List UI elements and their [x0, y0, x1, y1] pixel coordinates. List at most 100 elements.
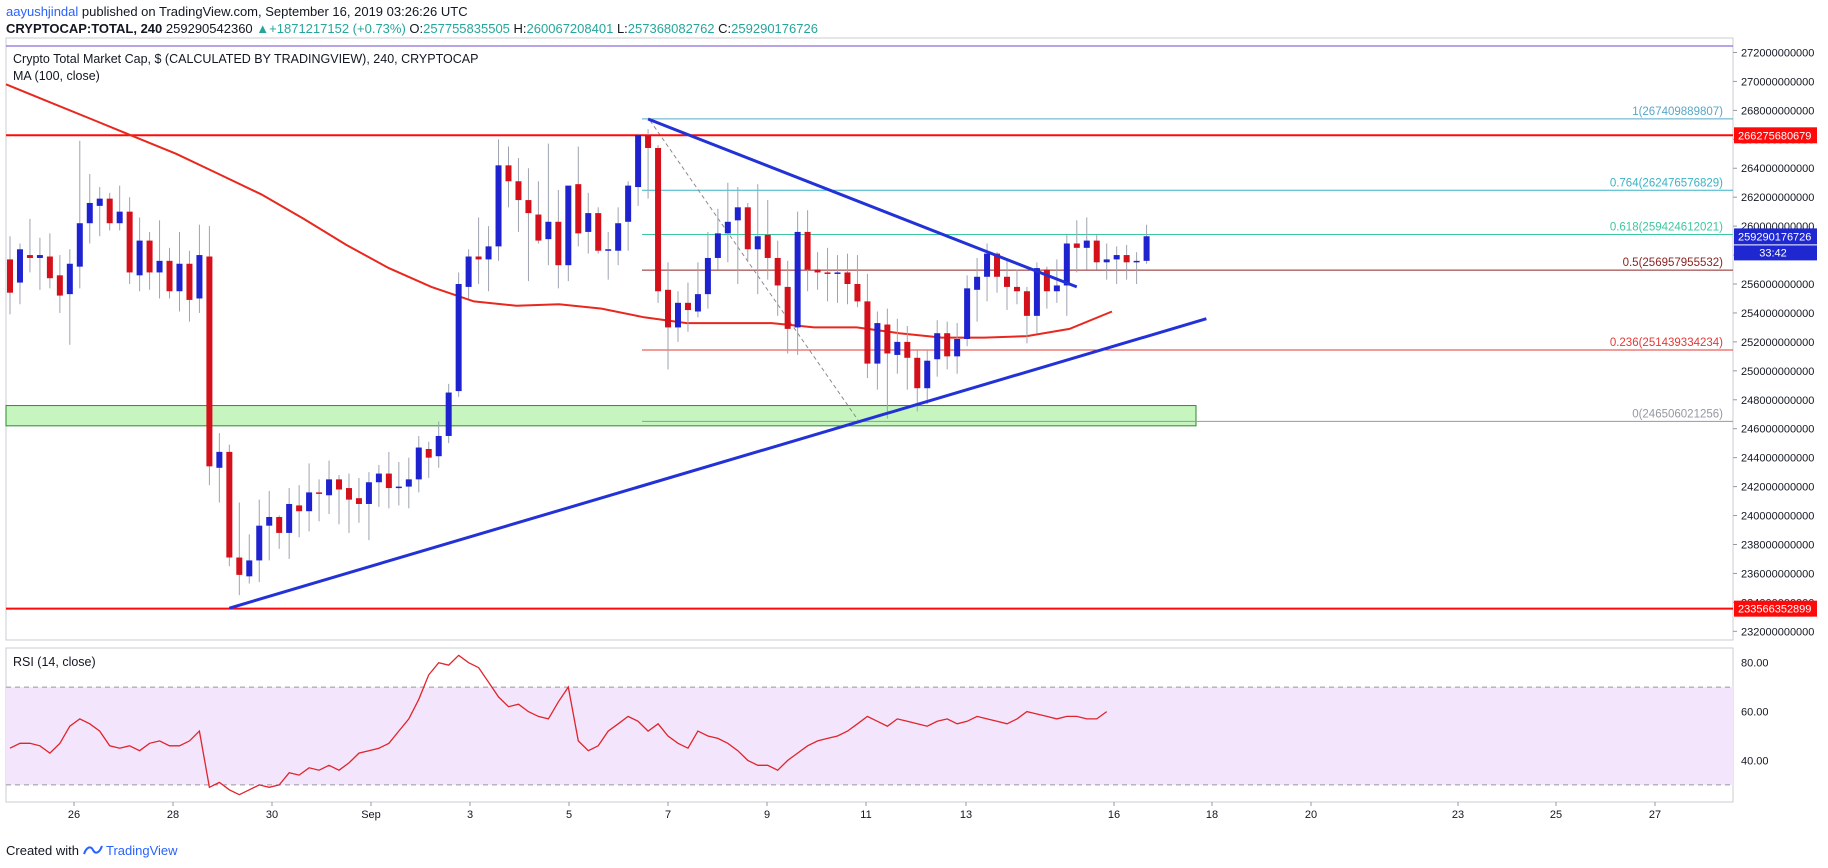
candle-body [774, 257, 781, 286]
candle-body [1073, 243, 1080, 248]
candle-body [914, 357, 921, 389]
time-tick-label: 11 [860, 809, 871, 821]
candle-body [186, 263, 193, 300]
candle-body [375, 473, 382, 483]
candle-body [625, 185, 632, 222]
candle-body [954, 339, 961, 357]
candle-body [974, 276, 981, 290]
candle-body [1033, 268, 1040, 316]
last-price-label: 259290176726 [1738, 231, 1811, 243]
candle-body [964, 288, 971, 339]
candle-body [266, 516, 273, 526]
countdown-label: 33:42 [1759, 247, 1787, 259]
candle-body [934, 333, 941, 360]
candle-body [984, 253, 991, 277]
candle-body [674, 302, 681, 328]
publish-line: aayushjindal published on TradingView.co… [6, 4, 468, 19]
candle-body [1043, 269, 1050, 292]
candle-body [485, 246, 492, 260]
fibonacci-retracement: 1(267409889807) 0.764(262476576829) 0.618(… [642, 106, 1733, 422]
candle-body [545, 221, 552, 240]
candle-body [605, 249, 612, 251]
candle-body [336, 479, 343, 490]
candle-body [86, 202, 93, 224]
candle-body [555, 221, 562, 266]
close-value: 259290176726 [731, 21, 818, 36]
change-up-icon: ▲ [256, 21, 270, 36]
candle-body [1063, 243, 1070, 286]
candle-body [834, 272, 841, 274]
trendline-descending [647, 117, 1078, 289]
chart-title: Crypto Total Market Cap, $ (CALCULATED B… [13, 52, 479, 66]
price-tick-label: 268000000000 [1741, 105, 1814, 117]
candle-body [36, 255, 43, 258]
candle-body [1143, 236, 1150, 261]
fib-label: 0.618(259424612021) [1610, 221, 1723, 233]
time-tick-label: 25 [1550, 809, 1562, 821]
time-tick-label: 5 [566, 809, 572, 821]
candle-body [296, 505, 303, 512]
candle-body [714, 233, 721, 258]
price-tick-label: 272000000000 [1741, 47, 1814, 59]
rsi-legend: RSI (14, close) [13, 655, 96, 669]
fib-label: 0(246506021256) [1632, 408, 1723, 420]
rsi-tick-label: 40.00 [1741, 755, 1769, 767]
level-badge [1734, 600, 1817, 617]
candle-body [405, 479, 412, 487]
candle-body [1113, 255, 1120, 260]
candle-body [1083, 240, 1090, 248]
time-tick-label: 9 [764, 809, 770, 821]
candle-body [754, 236, 761, 250]
candle-body [924, 360, 931, 389]
candle-body [505, 165, 512, 182]
candle-body [525, 200, 532, 214]
candle-body [246, 560, 253, 577]
tradingview-brand-link[interactable]: TradingView [106, 843, 178, 858]
trendline-ascending [228, 317, 1207, 610]
candle-body [565, 185, 572, 266]
time-tick-label: 13 [960, 809, 972, 821]
change-value: +1871217152 (+0.73%) [269, 21, 406, 36]
rsi-line [9, 654, 1108, 796]
candle-body [236, 557, 243, 575]
candle-body [764, 234, 771, 258]
price-tick-label: 248000000000 [1741, 395, 1814, 407]
price-tick-label: 262000000000 [1741, 192, 1814, 204]
candle-body [994, 253, 1001, 277]
high-value: 260067208401 [526, 21, 614, 36]
candle-body [66, 263, 73, 295]
candle-body [1023, 291, 1030, 316]
main-pane-frame [5, 37, 1734, 641]
candle-body [804, 231, 811, 270]
open-value: 257755835505 [423, 21, 510, 36]
rsi-tick-label: 60.00 [1741, 707, 1769, 719]
time-tick-label: 7 [665, 809, 671, 821]
price-tick-label: 254000000000 [1741, 308, 1814, 320]
candle-body [465, 256, 472, 287]
candle-body [455, 284, 462, 392]
candle-body [206, 256, 213, 467]
candle-body [425, 448, 432, 458]
author-link[interactable]: aayushjindal [6, 4, 79, 19]
candle-body [684, 302, 691, 311]
price-tick-label: 238000000000 [1741, 539, 1814, 551]
candle-body [874, 323, 881, 364]
last-value: 259290542360 [165, 21, 253, 36]
time-tick-label: 26 [68, 809, 80, 821]
candle-body [176, 263, 183, 292]
candle-body [854, 284, 861, 302]
candle-body [744, 207, 751, 250]
fib-label: 0.764(262476576829) [1610, 177, 1723, 189]
countdown-badge [1734, 245, 1817, 261]
candle-body [116, 211, 123, 224]
candle-body [46, 256, 53, 279]
candle-body [126, 211, 133, 273]
candle-body [734, 207, 741, 221]
candle-body [355, 498, 362, 504]
price-tick-label: 240000000000 [1741, 511, 1814, 523]
candle-body [655, 147, 662, 292]
time-tick-label: 23 [1452, 809, 1464, 821]
price-tick-label: 252000000000 [1741, 337, 1814, 349]
candle-body [724, 221, 731, 234]
